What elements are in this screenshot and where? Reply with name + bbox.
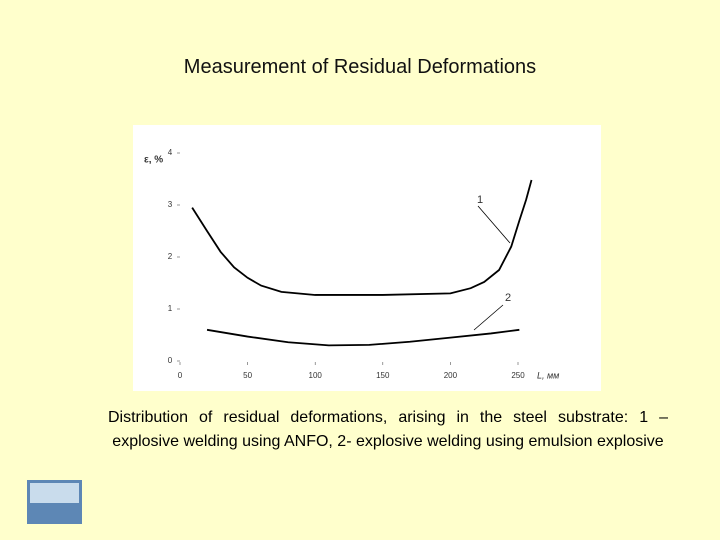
y-tick-label: 0 — [168, 356, 173, 365]
x-tick-label: 200 — [444, 371, 458, 380]
y-tick-label: 4 — [168, 148, 173, 157]
y-tick-label: 3 — [168, 200, 173, 209]
y-tick-label: 2 — [168, 252, 173, 261]
series-label: 1 — [477, 194, 483, 206]
x-tick-label: 0 — [178, 371, 183, 380]
line — [191, 179, 533, 296]
y-tick-label: 1 — [168, 304, 173, 313]
slide-title: Measurement of Residual Deformations — [183, 56, 537, 78]
y-axis-label: ε, % — [144, 155, 163, 166]
leader-line — [473, 304, 504, 331]
x-tick-label: 250 — [511, 371, 525, 380]
caption: Distribution of residual deformations, a… — [108, 409, 668, 450]
chart-background — [133, 125, 601, 391]
x-tick-label: 50 — [243, 371, 252, 380]
leader-line — [477, 205, 511, 244]
x-tick-label: 100 — [309, 371, 323, 380]
series-label: 2 — [505, 292, 511, 304]
x-tick-label: 150 — [376, 371, 390, 380]
line — [206, 328, 520, 347]
x-axis-label: L, мм — [537, 370, 559, 380]
logo-sky — [30, 483, 79, 503]
